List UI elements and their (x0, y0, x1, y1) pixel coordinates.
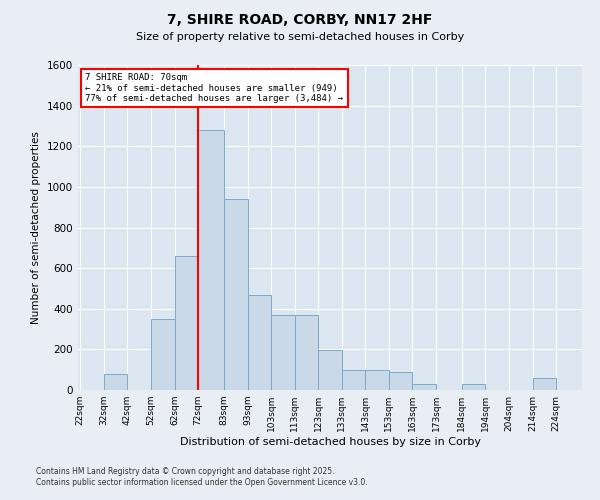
Bar (198, 130, 224, 390)
Bar (175, 256, 198, 390)
Text: Contains HM Land Registry data © Crown copyright and database right 2025.: Contains HM Land Registry data © Crown c… (36, 467, 335, 476)
Bar (462, 384, 485, 390)
Bar (151, 319, 175, 390)
Bar (342, 370, 365, 390)
Bar (389, 372, 412, 390)
Bar (104, 374, 127, 390)
Bar (533, 378, 556, 390)
Bar (224, 199, 248, 390)
Bar (248, 294, 271, 390)
Bar (318, 350, 342, 390)
Bar (365, 370, 389, 390)
Text: Contains public sector information licensed under the Open Government Licence v3: Contains public sector information licen… (36, 478, 368, 487)
Text: 7 SHIRE ROAD: 70sqm
← 21% of semi-detached houses are smaller (949)
77% of semi-: 7 SHIRE ROAD: 70sqm ← 21% of semi-detach… (85, 73, 343, 103)
Text: Size of property relative to semi-detached houses in Corby: Size of property relative to semi-detach… (136, 32, 464, 42)
Bar (295, 315, 318, 390)
Bar (412, 384, 436, 390)
Y-axis label: Number of semi-detached properties: Number of semi-detached properties (31, 131, 41, 324)
X-axis label: Distribution of semi-detached houses by size in Corby: Distribution of semi-detached houses by … (179, 437, 481, 447)
Text: 7, SHIRE ROAD, CORBY, NN17 2HF: 7, SHIRE ROAD, CORBY, NN17 2HF (167, 12, 433, 26)
Bar (271, 315, 295, 390)
